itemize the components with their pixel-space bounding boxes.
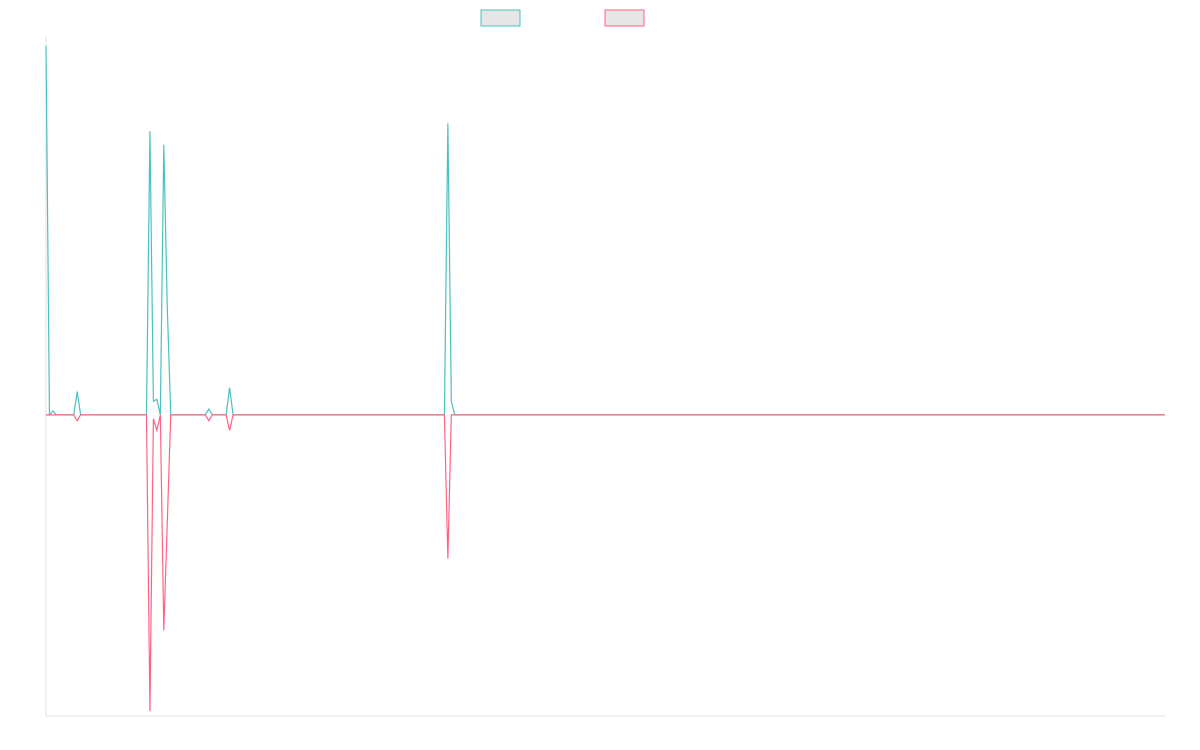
series-line-1 bbox=[45, 45, 1165, 417]
series-lines bbox=[45, 45, 1165, 712]
axes bbox=[45, 36, 1165, 717]
series-line-2 bbox=[46, 414, 1165, 712]
legend-swatch-2[interactable] bbox=[604, 9, 645, 27]
legend-item-1[interactable] bbox=[480, 9, 521, 27]
legend-swatch-1[interactable] bbox=[480, 9, 521, 27]
legend-item-2[interactable] bbox=[604, 9, 645, 27]
legend bbox=[480, 9, 645, 27]
